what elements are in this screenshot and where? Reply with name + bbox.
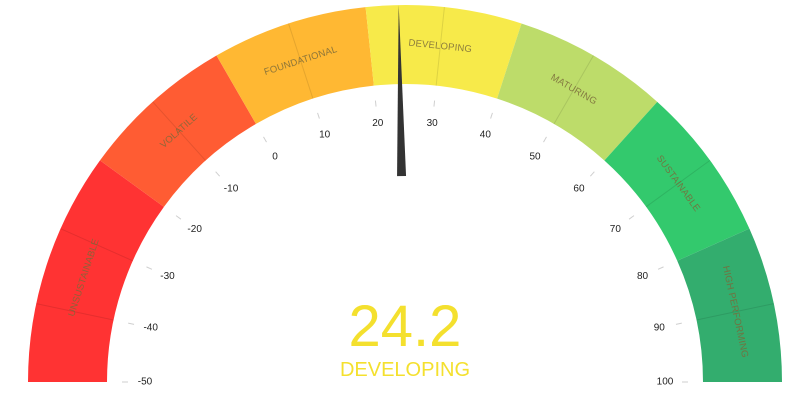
tick-label: 60	[573, 183, 585, 194]
gauge-band-dividers	[36, 7, 774, 321]
tick-label: 10	[319, 129, 331, 140]
band-developing	[365, 4, 522, 99]
tick-label: 90	[654, 323, 666, 334]
tick-label: 30	[427, 118, 439, 129]
band-minor-divider	[36, 303, 114, 321]
tick-mark	[433, 100, 436, 107]
tick-label: 20	[372, 118, 384, 129]
tick-mark	[175, 215, 182, 220]
tick-label: -30	[160, 271, 175, 282]
tick-label: 80	[637, 271, 649, 282]
tick-mark	[490, 112, 493, 119]
tick-label: 100	[657, 377, 674, 388]
tick-mark	[263, 136, 267, 143]
tick-label: -10	[224, 183, 239, 194]
gauge-bands	[28, 4, 782, 382]
tick-label: 40	[480, 129, 492, 140]
tick-mark	[543, 136, 547, 143]
band-minor-divider	[288, 23, 314, 99]
band-volatile	[100, 55, 256, 207]
gauge-needle-group	[397, 5, 407, 177]
tick-mark	[215, 171, 221, 177]
band-minor-divider	[435, 7, 445, 86]
tick-mark	[589, 171, 595, 177]
gauge-tick-marks	[122, 100, 688, 383]
band-foundational	[216, 7, 374, 124]
tick-label: 70	[610, 224, 622, 235]
tick-label: -20	[187, 224, 202, 235]
band-minor-divider	[696, 303, 774, 321]
tick-mark	[146, 266, 153, 270]
band-unsustainable	[28, 160, 164, 382]
tick-mark	[628, 215, 635, 220]
tick-label: -40	[143, 323, 158, 334]
tick-label: 0	[272, 151, 278, 162]
tick-mark	[128, 322, 135, 325]
gauge-value-readout: 24.2	[349, 294, 462, 359]
band-maturing	[497, 23, 658, 161]
gauge-needle	[397, 5, 407, 177]
tick-label: -50	[138, 377, 153, 388]
gauge-tick-labels: -50 -40 -30 -20 -10 0 10 20 30 40 50 60 70 80 90 100	[138, 118, 674, 388]
tick-mark	[374, 100, 377, 107]
tick-mark	[675, 322, 682, 325]
tick-label: 50	[529, 151, 541, 162]
band-minor-divider	[152, 101, 206, 161]
band-minor-divider	[60, 228, 133, 262]
band-sustainable	[604, 101, 750, 261]
tick-mark	[657, 266, 664, 270]
band-minor-divider	[645, 160, 711, 208]
band-high-performing	[677, 228, 782, 382]
gauge-status-readout: DEVELOPING	[340, 359, 470, 381]
tick-mark	[317, 112, 320, 119]
band-minor-divider	[553, 55, 594, 125]
